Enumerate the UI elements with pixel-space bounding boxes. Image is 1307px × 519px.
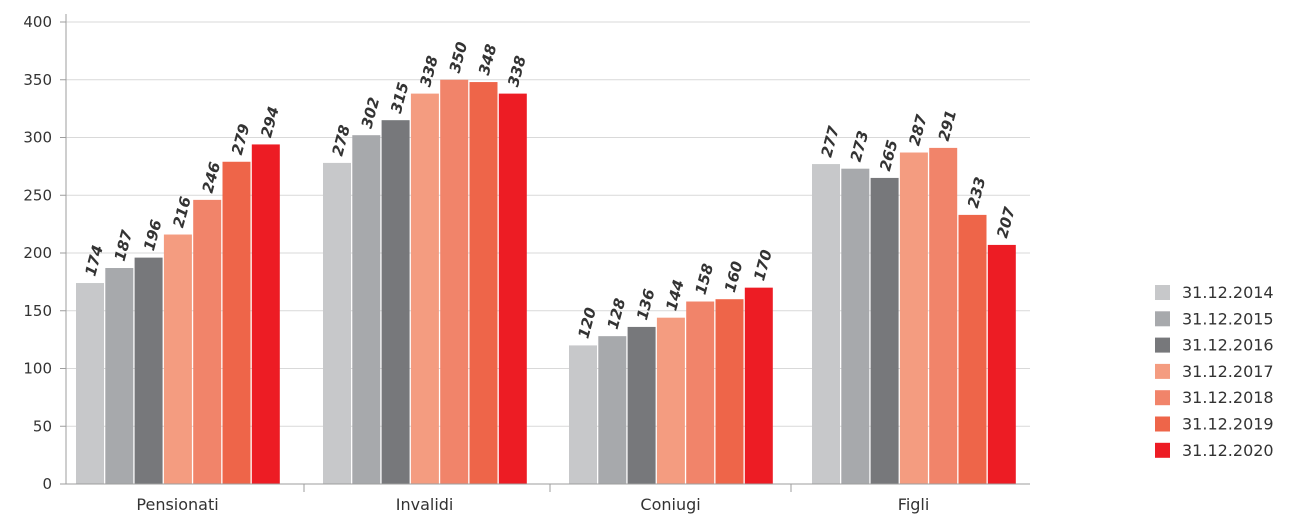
data-label: 348	[475, 42, 500, 77]
bar	[627, 326, 656, 484]
bar	[498, 93, 527, 485]
data-label: 144	[662, 278, 687, 313]
data-label: 207	[993, 205, 1019, 240]
y-tick-label: 200	[23, 244, 52, 262]
legend-swatch	[1155, 416, 1170, 432]
legend-label: 31.12.2020	[1182, 441, 1274, 460]
legend-swatch	[1155, 363, 1170, 379]
x-category-label: Coniugi	[640, 495, 700, 514]
data-label: 302	[358, 95, 383, 130]
data-label: 196	[140, 218, 165, 253]
bar	[381, 120, 410, 485]
x-axis-category-labels: Pensionati Invalidi Coniugi Figli	[136, 495, 929, 514]
bar	[222, 161, 251, 484]
data-label: 265	[876, 138, 901, 173]
bar	[929, 147, 958, 484]
data-label: 273	[847, 129, 872, 164]
y-tick-label: 50	[33, 417, 52, 435]
legend: 31.12.2014 31.12.2015 31.12.2016 31.12.2017…	[1155, 283, 1274, 460]
legend-label: 31.12.2017	[1182, 362, 1274, 381]
bar	[841, 168, 870, 484]
bar	[76, 283, 104, 484]
bar	[958, 214, 987, 484]
y-tick-label: 0	[42, 475, 52, 493]
data-label: 294	[257, 105, 282, 140]
data-label: 246	[199, 160, 224, 195]
bar	[410, 93, 439, 485]
bar	[715, 299, 744, 484]
legend-label: 31.12.2014	[1182, 283, 1274, 302]
data-label: 187	[111, 228, 137, 263]
bar	[193, 199, 222, 484]
legend-swatch	[1155, 311, 1170, 327]
y-tick-label: 250	[23, 186, 52, 204]
bar	[598, 336, 627, 484]
legend-label: 31.12.2019	[1182, 415, 1274, 434]
y-tick-label: 400	[23, 13, 52, 31]
bar	[163, 234, 192, 484]
legend-label: 31.12.2015	[1182, 309, 1274, 328]
x-category-label: Pensionati	[136, 495, 218, 514]
bar	[469, 82, 498, 484]
data-label: 350	[446, 40, 471, 75]
legend-label: 31.12.2018	[1182, 388, 1274, 407]
data-label: 315	[387, 80, 412, 115]
data-label: 136	[633, 287, 658, 322]
legend-swatch	[1155, 390, 1170, 406]
bars	[76, 79, 1016, 485]
bar	[656, 317, 685, 484]
bar	[105, 268, 134, 484]
data-label: 160	[721, 259, 746, 294]
bar	[352, 135, 381, 484]
data-label: 338	[416, 54, 441, 89]
bar	[686, 301, 715, 484]
legend-swatch	[1155, 442, 1170, 458]
bar	[812, 164, 840, 484]
bar	[899, 152, 928, 484]
data-label: 158	[692, 262, 717, 297]
y-tick-label: 150	[23, 302, 52, 320]
bar	[987, 244, 1016, 484]
legend-swatch	[1155, 285, 1170, 300]
data-label: 279	[228, 122, 253, 157]
bar	[440, 79, 469, 484]
data-label: 174	[81, 243, 106, 278]
data-label: 277	[817, 124, 843, 159]
bar	[134, 257, 163, 484]
data-label: 216	[169, 195, 194, 230]
data-label: 233	[964, 175, 989, 210]
y-axis-tick-labels: 0 50 100 150 200 250 300 350 400	[23, 13, 52, 493]
bar	[744, 287, 773, 484]
data-label: 128	[604, 296, 629, 331]
data-label: 287	[905, 112, 931, 147]
legend-swatch	[1155, 337, 1170, 353]
legend-label: 31.12.2016	[1182, 336, 1274, 355]
bar	[323, 162, 351, 484]
x-axis	[65, 14, 1030, 492]
data-label: 278	[328, 123, 353, 158]
y-tick-label: 350	[23, 71, 52, 89]
x-category-label: Figli	[898, 495, 930, 514]
x-category-label: Invalidi	[396, 495, 454, 514]
bar	[870, 177, 899, 485]
data-label: 338	[504, 54, 529, 89]
bar	[251, 144, 280, 484]
bar	[569, 345, 597, 484]
y-tick-label: 100	[23, 360, 52, 378]
y-tick-label: 300	[23, 129, 52, 147]
